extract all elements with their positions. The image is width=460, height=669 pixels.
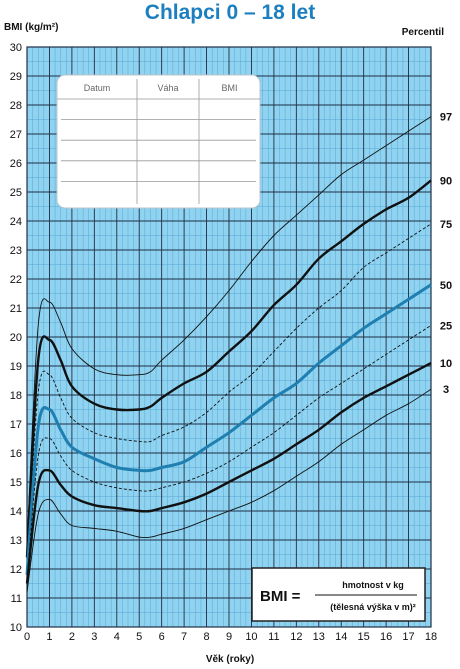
chart-title: Chlapci 0 – 18 let — [144, 1, 316, 24]
plot-frame — [26, 46, 432, 628]
table-header-0: Datum — [84, 83, 111, 93]
formula-numerator: hmotnost v kg — [342, 580, 404, 590]
percentile-label: Percentil — [401, 27, 444, 38]
percentile-50-label: 50 — [440, 280, 452, 292]
x-tick-label: 9 — [226, 631, 232, 643]
x-tick-label: 4 — [114, 631, 120, 643]
x-tick-label: 15 — [358, 631, 370, 643]
x-tick-label: 17 — [402, 631, 414, 643]
x-tick-label: 0 — [24, 631, 30, 643]
x-tick-label: 6 — [159, 631, 165, 643]
x-tick-label: 5 — [136, 631, 142, 643]
y-tick-label: 21 — [10, 303, 22, 315]
y-tick-label: 17 — [10, 419, 22, 431]
y-tick-label: 25 — [10, 187, 22, 199]
percentile-10-line — [25, 362, 432, 584]
y-tick-label: 29 — [10, 71, 22, 83]
percentile-75-line — [26, 223, 432, 567]
table-header-2: BMI — [221, 83, 237, 93]
x-tick-label: 1 — [46, 631, 52, 643]
percentile-97-line — [26, 116, 432, 546]
percentile-50-line — [25, 283, 432, 575]
y-tick-label: 27 — [10, 129, 22, 141]
x-axis-label: Věk (roky) — [205, 654, 255, 665]
percentile-3-line — [26, 388, 432, 593]
x-tick-label: 13 — [313, 631, 325, 643]
y-tick-label: 16 — [10, 448, 22, 460]
percentile-25-line — [26, 325, 432, 581]
percentile-25-label: 25 — [440, 320, 452, 332]
x-tick-label: 18 — [425, 631, 437, 643]
y-tick-label: 13 — [10, 535, 22, 547]
x-tick-label: 11 — [268, 631, 279, 643]
y-tick-label: 14 — [10, 506, 22, 518]
x-tick-label: 14 — [335, 631, 347, 643]
record-table — [56, 74, 261, 209]
formula-lhs: BMI = — [260, 588, 301, 605]
y-axis-label: BMI (kg/m²) — [4, 22, 59, 33]
x-tick-label: 12 — [290, 631, 302, 643]
table-header-1: Váha — [157, 83, 178, 93]
y-tick-label: 18 — [10, 390, 22, 402]
y-tick-label: 22 — [10, 274, 22, 286]
y-tick-label: 24 — [10, 216, 22, 228]
y-tick-label: 28 — [10, 100, 22, 112]
y-tick-label: 26 — [10, 158, 22, 170]
y-tick-label: 11 — [11, 593, 22, 605]
y-tick-label: 12 — [10, 564, 22, 576]
percentile-10-label: 10 — [440, 358, 452, 370]
x-tick-label: 8 — [203, 631, 209, 643]
percentile-97-label: 97 — [440, 112, 452, 124]
percentile-3-label: 3 — [443, 384, 449, 396]
x-tick-label: 10 — [245, 631, 257, 643]
x-tick-label: 2 — [69, 631, 75, 643]
y-tick-label: 23 — [10, 245, 22, 257]
formula-denominator: (tělesná výška v m)² — [330, 602, 416, 612]
y-tick-label: 20 — [10, 332, 22, 344]
y-tick-label: 10 — [10, 622, 22, 634]
x-tick-label: 3 — [91, 631, 97, 643]
percentile-90-label: 90 — [440, 175, 452, 187]
y-tick-label: 15 — [10, 477, 22, 489]
y-tick-label: 30 — [10, 42, 22, 54]
x-tick-label: 16 — [380, 631, 392, 643]
y-tick-label: 19 — [10, 361, 22, 373]
percentile-90-line — [25, 179, 432, 558]
percentile-75-label: 75 — [440, 219, 452, 231]
x-tick-label: 7 — [181, 631, 187, 643]
